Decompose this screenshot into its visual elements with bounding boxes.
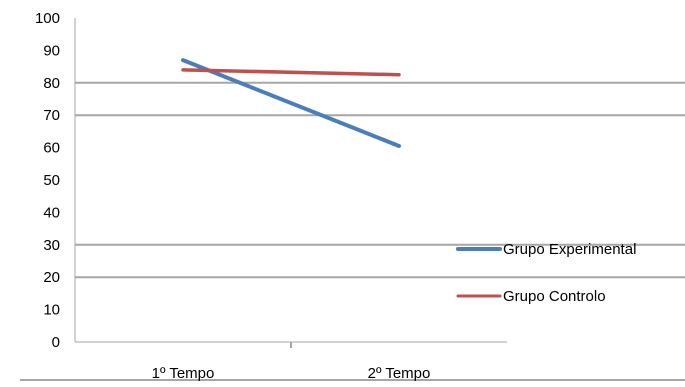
x-tick-label-1: 1º Tempo	[152, 365, 215, 382]
y-tick-label-10: 10	[43, 302, 60, 319]
series-line-2	[181, 68, 401, 77]
y-tick-label-80: 80	[43, 75, 60, 92]
y-tick-label-70: 70	[43, 107, 60, 124]
x-tick-label-2: 2º Tempo	[368, 365, 431, 382]
y-tick-label-90: 90	[43, 42, 60, 59]
y-tick-label-20: 20	[43, 269, 60, 286]
legend-label-2: Grupo Controlo	[503, 288, 606, 305]
series-line-1	[181, 58, 401, 148]
y-tick-label-30: 30	[43, 237, 60, 254]
gridlines	[75, 81, 685, 279]
legend: Grupo Experimental Grupo Controlo	[456, 241, 636, 305]
y-tick-label-100: 100	[35, 10, 60, 27]
axes	[20, 18, 685, 381]
y-tick-labels: 0 10 20 30 40 50 60 70 80 90 100	[35, 10, 60, 351]
series-lines	[181, 58, 401, 148]
legend-label-1: Grupo Experimental	[503, 241, 636, 258]
y-tick-label-0: 0	[52, 334, 60, 351]
y-tick-label-60: 60	[43, 140, 60, 157]
y-tick-label-40: 40	[43, 204, 60, 221]
x-tick-labels: 1º Tempo 2º Tempo	[152, 365, 431, 382]
y-tick-label-50: 50	[43, 172, 60, 189]
